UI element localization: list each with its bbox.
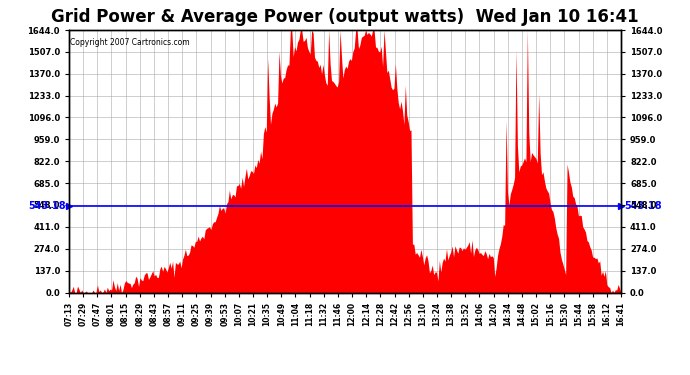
Text: Copyright 2007 Cartronics.com: Copyright 2007 Cartronics.com — [70, 38, 190, 47]
Text: 543.18: 543.18 — [28, 201, 66, 211]
Text: 543.18: 543.18 — [624, 201, 662, 211]
Text: Grid Power & Average Power (output watts)  Wed Jan 10 16:41: Grid Power & Average Power (output watts… — [51, 8, 639, 26]
